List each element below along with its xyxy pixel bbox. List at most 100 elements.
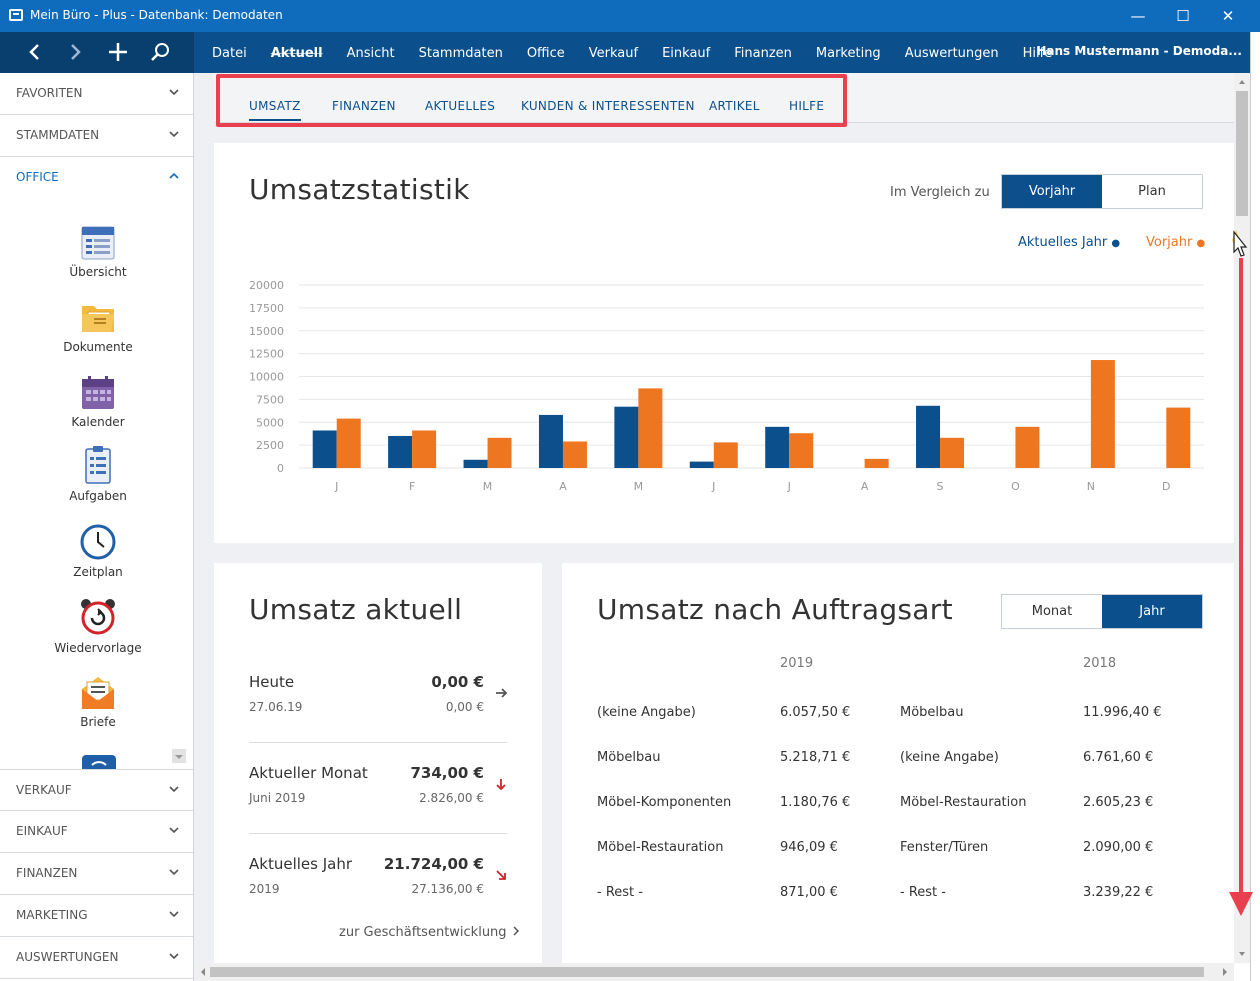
window-title: Mein Büro - Plus - Datenbank: Demodaten [30, 8, 283, 22]
legend-prev: Vorjahr ● [1146, 235, 1206, 250]
menu-verkauf[interactable]: Verkauf [588, 46, 639, 61]
x-tick-label: S [937, 480, 944, 493]
scrollbar-thumb[interactable] [210, 967, 1204, 977]
menu-datei[interactable]: Datei [212, 46, 247, 61]
menu-ansicht[interactable]: Ansicht [346, 46, 395, 61]
scroll-right-icon[interactable] [1218, 963, 1232, 981]
legend-current-label: Aktuelles Jahr [1018, 235, 1108, 250]
tab-kunden-interessenten[interactable]: KUNDEN & INTERESSENTEN [521, 99, 695, 113]
tab-finanzen[interactable]: FINANZEN [332, 99, 396, 113]
chevron-down-icon [169, 911, 179, 918]
sidebar-item-label: Aufgaben [69, 489, 127, 503]
section-label: OFFICE [16, 170, 59, 184]
sidebar-section-stammdaten[interactable]: STAMMDATEN [0, 115, 193, 157]
menu-einkauf[interactable]: Einkauf [662, 46, 711, 61]
bar-current-year [765, 426, 790, 468]
legend-prev-label: Vorjahr [1146, 235, 1193, 250]
legend-current: Aktuelles Jahr ● [1018, 235, 1121, 250]
bytype-title: Umsatz nach Auftragsart [597, 593, 953, 626]
scroll-left-icon[interactable] [196, 963, 210, 981]
x-tick-label: M [634, 480, 644, 493]
toggle-vorjahr[interactable]: Vorjahr [1002, 175, 1102, 208]
clock-icon [80, 524, 116, 560]
sidebar-item-zeitplan[interactable]: Zeitplan [50, 523, 146, 579]
menu-office[interactable]: Office [526, 46, 565, 61]
type-2018-value: 11.996,40 € [1083, 705, 1162, 720]
menu-finanzen[interactable]: Finanzen [734, 46, 792, 61]
menu-hilfe[interactable]: Hilfe [1022, 46, 1053, 61]
menu-stammdaten[interactable]: Stammdaten [418, 46, 503, 61]
business-development-link[interactable]: zur Geschäftsentwicklung [339, 925, 521, 940]
x-tick-label: D [1162, 480, 1170, 493]
arrow-down-icon [496, 779, 506, 790]
bar-previous-year [1166, 407, 1191, 468]
bar-previous-year [638, 388, 663, 468]
section-label: VERKAUF [16, 783, 72, 797]
toggle-monat[interactable]: Monat [1031, 604, 1073, 619]
chevron-down-icon [169, 869, 179, 876]
scroll-up-icon[interactable] [1234, 75, 1250, 89]
sidebar-item-label: Dokumente [63, 340, 133, 354]
sidebar-item-uebersicht[interactable]: Übersicht [50, 225, 146, 279]
type-2018-label: Möbelbau [900, 705, 964, 720]
section-label: FINANZEN [16, 866, 78, 880]
sidebar-item-dokumente[interactable]: Dokumente [50, 300, 146, 354]
toggle-plan[interactable]: Plan [1138, 184, 1166, 199]
chevron-down-icon [169, 89, 179, 96]
x-tick-label: J [787, 480, 791, 493]
minimize-button[interactable]: — [1130, 7, 1146, 25]
sidebar-section-favoriten[interactable]: FAVORITEN [0, 73, 193, 115]
type-2018-value: 2.605,23 € [1083, 795, 1154, 810]
tab-umsatz[interactable]: UMSATZ [249, 99, 301, 121]
sidebar-item-kalender[interactable]: Kalender [50, 375, 146, 429]
menu-aktuell[interactable]: Aktuell [270, 46, 323, 61]
sidebar-section-verkauf[interactable]: VERKAUF [0, 769, 193, 811]
bar-previous-year [1090, 360, 1115, 468]
scroll-down-icon[interactable] [1234, 947, 1250, 961]
close-button[interactable]: ✕ [1221, 7, 1235, 25]
bar-previous-year [713, 442, 738, 468]
sidebar-section-marketing[interactable]: MARKETING [0, 895, 193, 937]
add-icon[interactable] [104, 38, 132, 66]
task-list-icon [85, 446, 111, 484]
sidebar-section-einkauf[interactable]: EINKAUF [0, 811, 193, 853]
sidebar-item-label: Briefe [80, 715, 116, 729]
scroll-down-arrow-annotation [1229, 230, 1253, 916]
sidebar-section-finanzen[interactable]: FINANZEN [0, 853, 193, 895]
tab-aktuelles[interactable]: AKTUELLES [425, 99, 496, 113]
user-name[interactable]: Hans Mustermann - Demoda... [1036, 44, 1242, 58]
sidebar-item-aufgaben[interactable]: Aufgaben [50, 445, 146, 503]
type-2018-value: 3.239,22 € [1083, 885, 1154, 900]
type-2019-label: Möbelbau [597, 750, 661, 765]
folder-icon [82, 306, 114, 332]
forward-icon[interactable] [62, 38, 90, 66]
bar-current-year [388, 435, 413, 468]
type-2019-label: (keine Angabe) [597, 705, 696, 720]
menu-auswertungen[interactable]: Auswertungen [904, 46, 999, 61]
tab-artikel[interactable]: ARTIKEL [709, 99, 760, 113]
scroll-down-icon[interactable] [172, 749, 186, 763]
sidebar-item-briefe[interactable]: Briefe [50, 675, 146, 729]
search-icon[interactable] [146, 38, 174, 66]
back-icon[interactable] [20, 38, 48, 66]
maximize-button[interactable]: ☐ [1176, 7, 1190, 25]
sidebar-item-label: Wiedervorlage [54, 641, 142, 655]
sidebar-item-wiedervorlage[interactable]: Wiedervorlage [50, 597, 146, 655]
y-tick-label: 5000 [256, 416, 284, 429]
row-prev: 0,00 € [445, 700, 484, 714]
tab-bar: UMSATZ FINANZEN AKTUELLES KUNDEN & INTER… [214, 73, 1234, 123]
horizontal-scrollbar[interactable] [194, 963, 1234, 981]
section-label: FAVORITEN [16, 86, 83, 100]
menu-marketing[interactable]: Marketing [815, 46, 881, 61]
compare-label: Im Vergleich zu [890, 185, 990, 200]
row-sub: 27.06.19 [249, 700, 303, 714]
toggle-jahr[interactable]: Jahr [1102, 595, 1202, 628]
sidebar-section-office[interactable]: OFFICE [0, 157, 193, 199]
tabs-highlight-box [216, 74, 847, 127]
tab-hilfe[interactable]: HILFE [789, 99, 825, 113]
type-2019-label: Möbel-Komponenten [597, 795, 732, 810]
sidebar-section-auswertungen[interactable]: AUSWERTUNGEN [0, 937, 193, 979]
scrollbar-thumb[interactable] [1236, 91, 1248, 216]
x-tick-label: J [711, 480, 715, 493]
x-tick-label: A [559, 480, 567, 493]
